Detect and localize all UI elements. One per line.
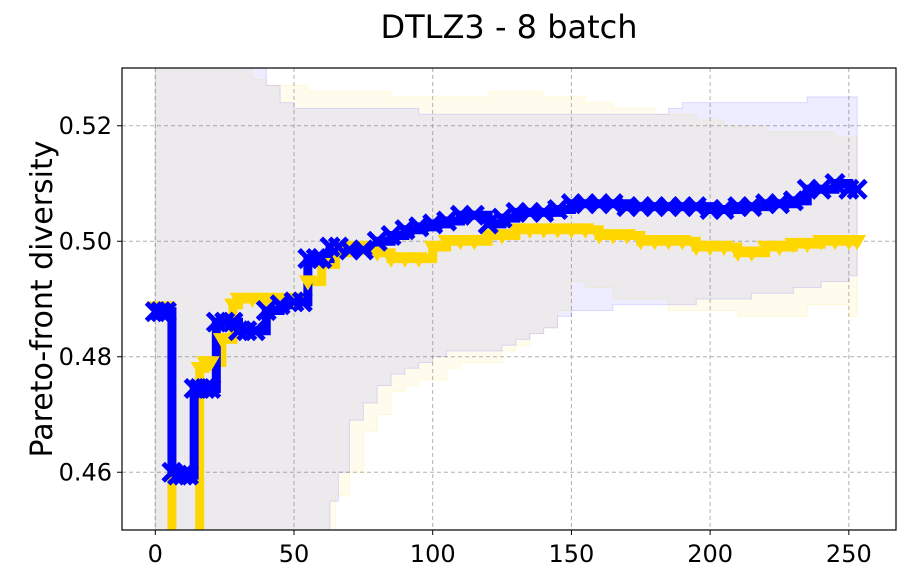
series-0-point [479, 229, 498, 245]
series-1-point [463, 204, 485, 226]
series-0-point [271, 292, 290, 308]
series-0-point [715, 240, 733, 257]
series-0-point [298, 275, 317, 291]
series-1-point [155, 301, 177, 323]
series-0-point [534, 223, 553, 239]
series-0-point [812, 234, 831, 251]
x-tick-label: 100 [410, 540, 456, 568]
series-0-point [520, 223, 539, 239]
series-1-point [172, 464, 194, 486]
series-0-point [409, 252, 428, 268]
series-1-point [644, 196, 666, 218]
series-1-point [810, 178, 832, 200]
series-0-point [756, 240, 775, 257]
series-0-point [423, 240, 442, 257]
series-0-point [590, 229, 609, 245]
series-0-point [185, 570, 203, 578]
series-1-point [699, 198, 721, 221]
series-1-point [380, 224, 402, 247]
series-0-point [687, 240, 706, 257]
series-1-point [519, 201, 541, 223]
series-0-point [728, 246, 747, 262]
series-1-point [630, 196, 652, 218]
series-0-point [798, 237, 817, 254]
y-tick-label: 0.46 [59, 458, 112, 486]
series-1-point [796, 178, 818, 200]
series-0-point [770, 240, 789, 257]
series-1-point [200, 377, 222, 400]
x-tick-label: 250 [826, 540, 872, 568]
series-0-point [395, 252, 414, 268]
series-0-point [673, 234, 692, 251]
series-1-point [477, 213, 499, 235]
series-0-point [548, 223, 567, 239]
series-0-point [257, 292, 276, 308]
series-0-point [382, 252, 401, 268]
series-1-point [194, 377, 216, 400]
plot-frame [121, 67, 897, 531]
x-tick-label: 0 [148, 540, 163, 568]
series-1-point [824, 172, 846, 195]
y-axis-label: Pareto-front diversity [25, 140, 60, 457]
series-markers [144, 172, 868, 578]
series-0-point [848, 234, 867, 251]
series-0-point [562, 223, 581, 239]
series-1-point [449, 204, 471, 226]
series-1-point [338, 239, 361, 261]
series-0-point [243, 292, 262, 308]
y-tick-label: 0.52 [59, 112, 112, 140]
axis-ticks: 0 50 100 150 200 250 0.46 0.48 0.50 0.52 [59, 112, 872, 568]
x-tick-label: 200 [687, 540, 733, 568]
confidence-bands [154, 68, 858, 530]
series-1-point [366, 230, 388, 252]
series-0-point [645, 234, 664, 251]
series-0-point [368, 246, 387, 262]
series-1-point [244, 320, 266, 342]
series-1-point [846, 178, 868, 200]
series-0-point [631, 234, 650, 251]
series-0-point [659, 234, 678, 251]
series-0-point [465, 234, 484, 251]
series-0-point [604, 229, 623, 245]
series-1-point [560, 193, 582, 215]
series-1-point [150, 301, 172, 323]
y-tick-label: 0.48 [59, 343, 112, 371]
x-tick-label: 50 [279, 540, 310, 568]
series-1-point [352, 239, 374, 261]
series-1-point [491, 207, 513, 229]
series-1-point [755, 193, 777, 215]
series-0-point [701, 240, 720, 257]
series-0-point [212, 333, 231, 349]
series-1-point [436, 210, 458, 232]
series-1-point [255, 300, 277, 322]
series-1-band [154, 68, 858, 530]
series-1-point [574, 193, 596, 215]
series-1-point [505, 201, 527, 223]
series-0-band [154, 68, 858, 530]
series-0-point [437, 234, 456, 251]
series-1-point [178, 464, 200, 486]
series-0-point [825, 234, 844, 251]
series-0-point [201, 356, 220, 372]
series-0-point [617, 229, 636, 245]
series-1-point [727, 196, 749, 218]
series-1-point [291, 291, 313, 313]
y-tick-label: 0.50 [59, 227, 112, 255]
series-0-point [742, 246, 761, 262]
series-1-point [588, 193, 610, 215]
series-0-point [229, 292, 248, 308]
series-0-point [506, 223, 525, 239]
series-0-point [576, 223, 595, 239]
series-1-point [547, 198, 569, 221]
chart-title: DTLZ3 - 8 batch [380, 8, 637, 46]
series-1-point [616, 196, 638, 218]
series-0-point [493, 229, 512, 245]
x-tick-label: 150 [549, 540, 595, 568]
series-0-point [451, 234, 470, 251]
series-1-point [657, 196, 680, 218]
series-0-point [784, 237, 803, 254]
series-1-point [671, 196, 693, 218]
